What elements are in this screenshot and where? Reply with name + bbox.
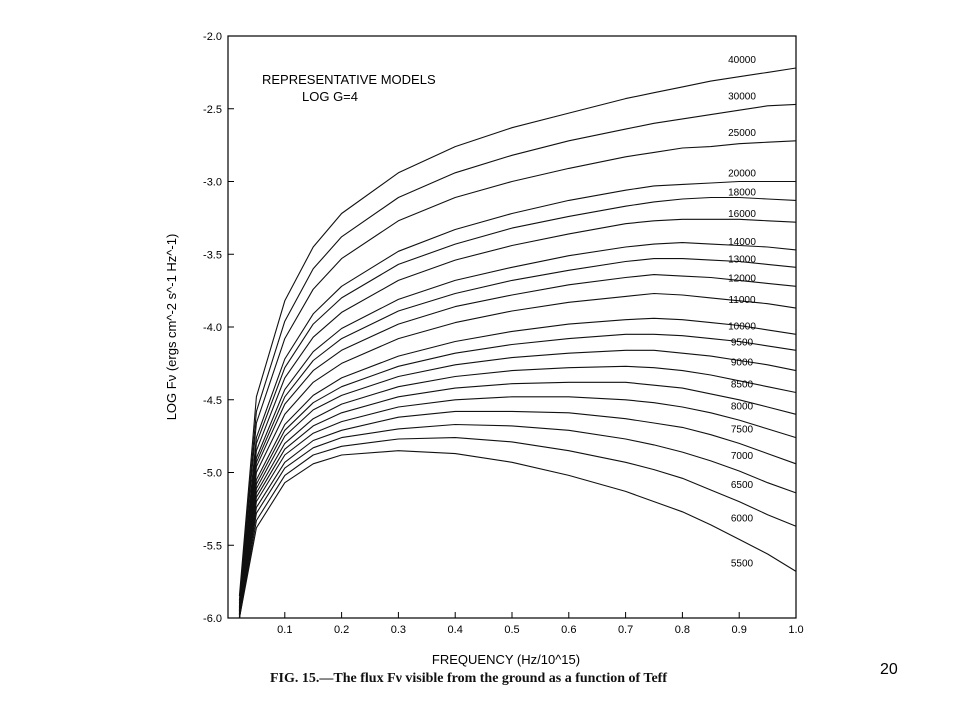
series-lines xyxy=(238,67,797,619)
y-tick-label: -3.5 xyxy=(203,249,222,261)
x-tick-label: 0.5 xyxy=(504,624,519,636)
series-line-8500 xyxy=(238,365,797,617)
x-axis-label: FREQUENCY (Hz/10^15) xyxy=(432,652,580,667)
series-line-40000 xyxy=(238,67,797,597)
y-axis-ticks: -6.0 -5.5 -5.0 -4.5 -4.0 -3.5 -3.0 -2.5 -2.0 xyxy=(203,31,234,625)
series-line-7000 xyxy=(238,410,797,619)
series-line-13000 xyxy=(238,258,797,611)
x-tick-label: 0.8 xyxy=(675,624,690,636)
series-line-25000 xyxy=(238,140,797,604)
y-tick-label: -6.0 xyxy=(203,613,222,625)
chart-subtitle: LOG G=4 xyxy=(302,89,358,104)
x-tick-label: 0.4 xyxy=(448,624,463,636)
series-line-9500 xyxy=(238,333,797,616)
series-label-14000: 14000 xyxy=(728,237,756,248)
series-line-6500 xyxy=(238,423,797,619)
series-line-11000 xyxy=(238,292,797,614)
y-tick-label: -2.0 xyxy=(203,31,222,43)
series-line-9000 xyxy=(238,349,797,616)
series-line-8000 xyxy=(238,381,797,617)
series-line-10000 xyxy=(238,317,797,614)
series-line-7500 xyxy=(238,396,797,619)
x-tick-label: 0.7 xyxy=(618,624,633,636)
series-line-5500 xyxy=(238,450,797,619)
plot-frame xyxy=(227,35,797,619)
series-label-6000: 6000 xyxy=(731,513,754,524)
series-label-16000: 16000 xyxy=(728,209,756,220)
y-tick-label: -3.0 xyxy=(203,177,222,189)
y-tick-label: -4.5 xyxy=(203,395,222,407)
series-label-11000: 11000 xyxy=(728,295,756,306)
series-label-10000: 10000 xyxy=(728,321,756,332)
x-tick-label: 0.9 xyxy=(732,624,747,636)
series-line-18000 xyxy=(238,196,797,608)
series-label-40000: 40000 xyxy=(728,55,756,66)
x-tick-label: 0.3 xyxy=(391,624,406,636)
series-label-7500: 7500 xyxy=(731,425,754,436)
series-line-20000 xyxy=(238,180,796,607)
series-label-6500: 6500 xyxy=(731,480,754,491)
series-line-6000 xyxy=(238,437,797,619)
x-tick-label: 0.2 xyxy=(334,624,349,636)
series-label-8000: 8000 xyxy=(731,401,754,412)
series-line-30000 xyxy=(238,103,797,601)
series-label-13000: 13000 xyxy=(728,254,756,265)
series-line-16000 xyxy=(238,218,797,610)
x-tick-label: 0.6 xyxy=(561,624,576,636)
series-label-20000: 20000 xyxy=(728,169,756,180)
slide-number: 20 xyxy=(880,661,898,678)
series-line-12000 xyxy=(238,274,797,613)
y-tick-label: -5.0 xyxy=(203,468,222,480)
y-tick-label: -2.5 xyxy=(203,104,222,116)
x-tick-label: 1.0 xyxy=(788,624,803,636)
series-line-14000 xyxy=(238,242,797,611)
series-label-7000: 7000 xyxy=(731,451,754,462)
x-tick-label: 0.1 xyxy=(277,624,292,636)
series-label-18000: 18000 xyxy=(728,187,756,198)
x-axis-ticks: 0.1 0.2 0.3 0.4 0.5 0.6 0.7 0.8 0.9 1.0 xyxy=(277,612,804,636)
series-label-8500: 8500 xyxy=(731,379,754,390)
series-label-25000: 25000 xyxy=(728,128,756,139)
series-label-30000: 30000 xyxy=(728,91,756,102)
series-label-12000: 12000 xyxy=(728,273,756,284)
series-label-9000: 9000 xyxy=(731,358,754,369)
y-axis-label: LOG Fν (ergs cm^-2 s^-1 Hz^-1) xyxy=(164,234,179,421)
series-label-9500: 9500 xyxy=(731,337,754,348)
y-tick-label: -4.0 xyxy=(203,322,222,334)
series-label-5500: 5500 xyxy=(731,558,754,569)
y-tick-label: -5.5 xyxy=(203,540,222,552)
figure-caption: FIG. 15.—The flux Fν visible from the gr… xyxy=(270,671,667,686)
chart-title: REPRESENTATIVE MODELS xyxy=(262,72,436,87)
series-labels: 40000 30000 25000 20000 18000 16000 14000 13000… xyxy=(728,55,756,569)
